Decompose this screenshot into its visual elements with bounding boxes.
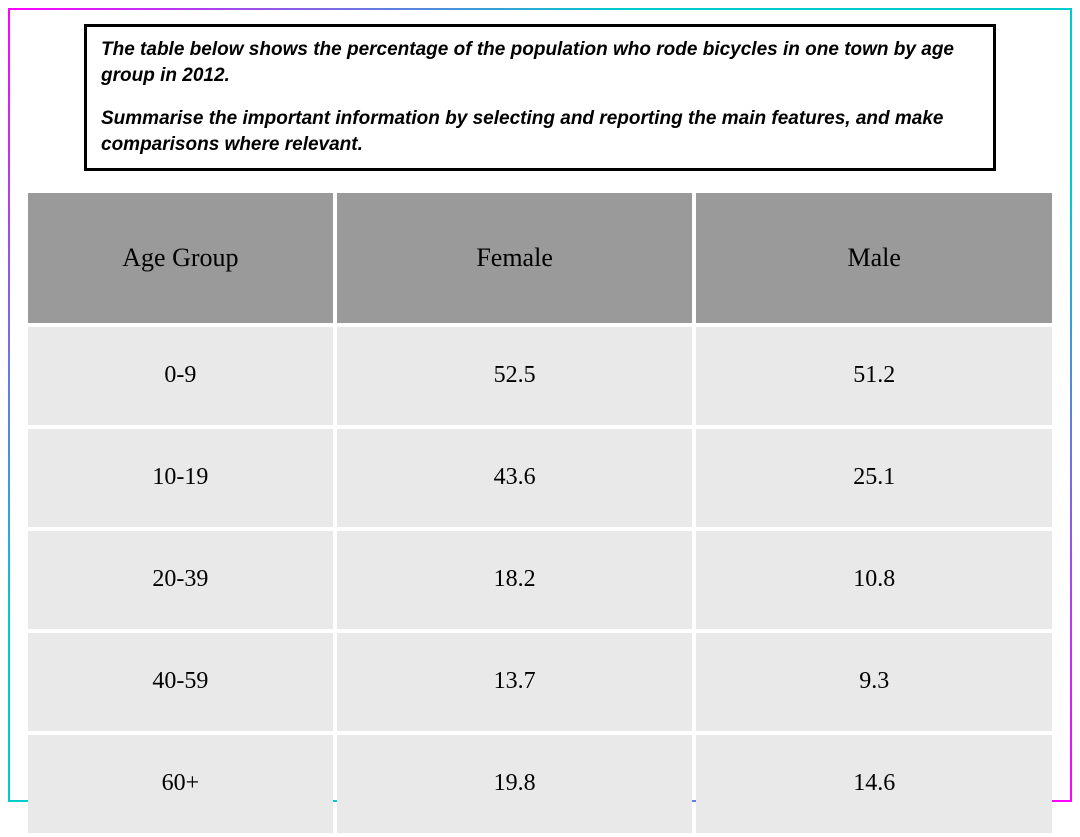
table-row: 40-59 13.7 9.3	[28, 633, 1052, 731]
cell-age: 60+	[28, 735, 333, 833]
cell-female: 18.2	[337, 531, 693, 629]
cell-female: 13.7	[337, 633, 693, 731]
cell-age: 10-19	[28, 429, 333, 527]
cell-age: 40-59	[28, 633, 333, 731]
column-header-female: Female	[337, 193, 693, 323]
cell-female: 52.5	[337, 327, 693, 425]
table-row: 10-19 43.6 25.1	[28, 429, 1052, 527]
prompt-paragraph-2: Summarise the important information by s…	[101, 106, 979, 157]
column-header-age: Age Group	[28, 193, 333, 323]
table-header-row: Age Group Female Male	[28, 193, 1052, 323]
outer-frame: The table below shows the percentage of …	[8, 8, 1072, 802]
cell-male: 14.6	[696, 735, 1052, 833]
cell-male: 51.2	[696, 327, 1052, 425]
cell-female: 43.6	[337, 429, 693, 527]
prompt-paragraph-1: The table below shows the percentage of …	[101, 37, 979, 88]
cell-male: 9.3	[696, 633, 1052, 731]
table-row: 20-39 18.2 10.8	[28, 531, 1052, 629]
cell-male: 25.1	[696, 429, 1052, 527]
bicycle-data-table: Age Group Female Male 0-9 52.5 51.2 10-1…	[24, 189, 1056, 837]
table-row: 0-9 52.5 51.2	[28, 327, 1052, 425]
cell-female: 19.8	[337, 735, 693, 833]
cell-age: 0-9	[28, 327, 333, 425]
cell-age: 20-39	[28, 531, 333, 629]
table-row: 60+ 19.8 14.6	[28, 735, 1052, 833]
cell-male: 10.8	[696, 531, 1052, 629]
prompt-box: The table below shows the percentage of …	[84, 24, 996, 171]
column-header-male: Male	[696, 193, 1052, 323]
